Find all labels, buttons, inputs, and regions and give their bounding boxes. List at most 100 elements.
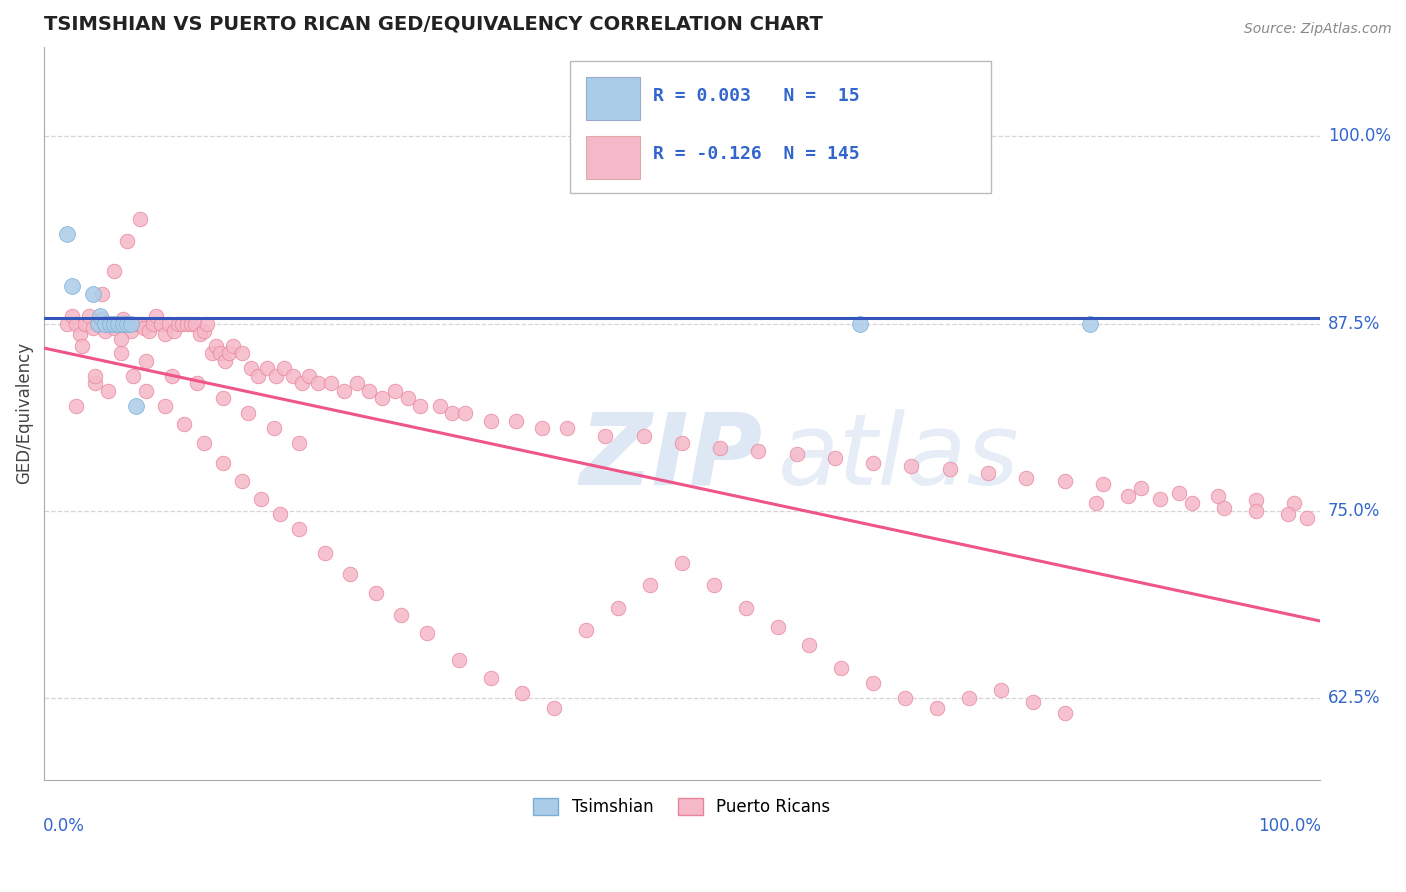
Point xyxy=(163,324,186,338)
Point xyxy=(900,458,922,473)
Point xyxy=(447,653,470,667)
Point xyxy=(107,317,129,331)
Point xyxy=(1118,489,1140,503)
Point xyxy=(1277,507,1299,521)
Point xyxy=(389,608,412,623)
Point xyxy=(82,321,104,335)
Point xyxy=(188,326,211,341)
Point xyxy=(222,339,245,353)
Point xyxy=(862,675,884,690)
Point xyxy=(65,399,87,413)
Point xyxy=(211,456,233,470)
Point xyxy=(269,507,291,521)
Text: 100.0%: 100.0% xyxy=(1329,128,1391,145)
Point xyxy=(100,317,122,331)
Point xyxy=(65,317,87,331)
Point xyxy=(543,701,565,715)
Point xyxy=(1085,496,1108,510)
Point xyxy=(86,317,108,331)
Point xyxy=(638,578,661,592)
Point xyxy=(112,317,135,331)
Point xyxy=(176,317,198,331)
Point xyxy=(120,324,142,338)
Point xyxy=(281,368,304,383)
Point xyxy=(193,436,215,450)
Point xyxy=(595,429,617,443)
Point xyxy=(288,522,311,536)
Point xyxy=(112,312,135,326)
Point xyxy=(441,406,464,420)
Text: 0.0%: 0.0% xyxy=(42,817,84,835)
Point xyxy=(186,376,208,391)
Point xyxy=(103,264,125,278)
Point xyxy=(128,211,150,226)
Point xyxy=(103,317,125,331)
Point xyxy=(90,286,112,301)
Point xyxy=(195,317,218,331)
Point xyxy=(214,354,236,368)
Point xyxy=(97,384,120,398)
Point xyxy=(103,321,125,335)
Legend: Tsimshian, Puerto Ricans: Tsimshian, Puerto Ricans xyxy=(526,791,837,823)
Point xyxy=(339,566,361,581)
Text: 87.5%: 87.5% xyxy=(1329,315,1381,333)
Point xyxy=(607,601,630,615)
Point xyxy=(56,317,79,331)
Point xyxy=(273,361,295,376)
Point xyxy=(1168,485,1191,500)
Point xyxy=(264,368,287,383)
Point xyxy=(409,399,432,413)
Point xyxy=(247,368,270,383)
Point xyxy=(256,361,278,376)
Point xyxy=(150,317,173,331)
Text: 100.0%: 100.0% xyxy=(1258,817,1322,835)
Point xyxy=(416,626,439,640)
Point xyxy=(1296,511,1319,525)
Point xyxy=(239,361,262,376)
Point xyxy=(86,317,108,331)
Text: TSIMSHIAN VS PUERTO RICAN GED/EQUIVALENCY CORRELATION CHART: TSIMSHIAN VS PUERTO RICAN GED/EQUIVALENC… xyxy=(44,15,823,34)
Point xyxy=(100,317,122,331)
Point xyxy=(201,346,224,360)
Point xyxy=(1091,476,1114,491)
Point xyxy=(957,690,980,705)
Point xyxy=(90,312,112,326)
Point xyxy=(122,368,145,383)
Text: 75.0%: 75.0% xyxy=(1329,501,1381,520)
Point xyxy=(1015,471,1038,485)
Point xyxy=(89,309,111,323)
Point xyxy=(94,317,117,331)
Point xyxy=(125,399,148,413)
Point xyxy=(1181,496,1204,510)
Point xyxy=(72,339,94,353)
Point xyxy=(183,317,205,331)
Point xyxy=(824,451,846,466)
Point xyxy=(157,317,180,331)
Point xyxy=(128,317,150,331)
Point xyxy=(1206,489,1229,503)
Point xyxy=(288,436,311,450)
Point xyxy=(1282,496,1305,510)
Point xyxy=(170,317,193,331)
Point xyxy=(396,392,419,406)
Text: Source: ZipAtlas.com: Source: ZipAtlas.com xyxy=(1244,22,1392,37)
Point xyxy=(429,399,451,413)
Point xyxy=(359,384,381,398)
Point xyxy=(94,324,117,338)
Point xyxy=(132,321,155,335)
Point xyxy=(125,317,148,331)
Point xyxy=(84,376,107,391)
Point xyxy=(115,317,138,331)
Point xyxy=(1213,500,1236,515)
Point xyxy=(990,683,1012,698)
Point xyxy=(709,441,731,455)
Point xyxy=(479,414,502,428)
FancyBboxPatch shape xyxy=(586,136,640,178)
Point xyxy=(155,399,177,413)
Point xyxy=(155,326,177,341)
Point xyxy=(263,421,285,435)
Point xyxy=(530,421,553,435)
Point xyxy=(160,368,183,383)
Point xyxy=(786,447,808,461)
Point xyxy=(849,317,872,331)
